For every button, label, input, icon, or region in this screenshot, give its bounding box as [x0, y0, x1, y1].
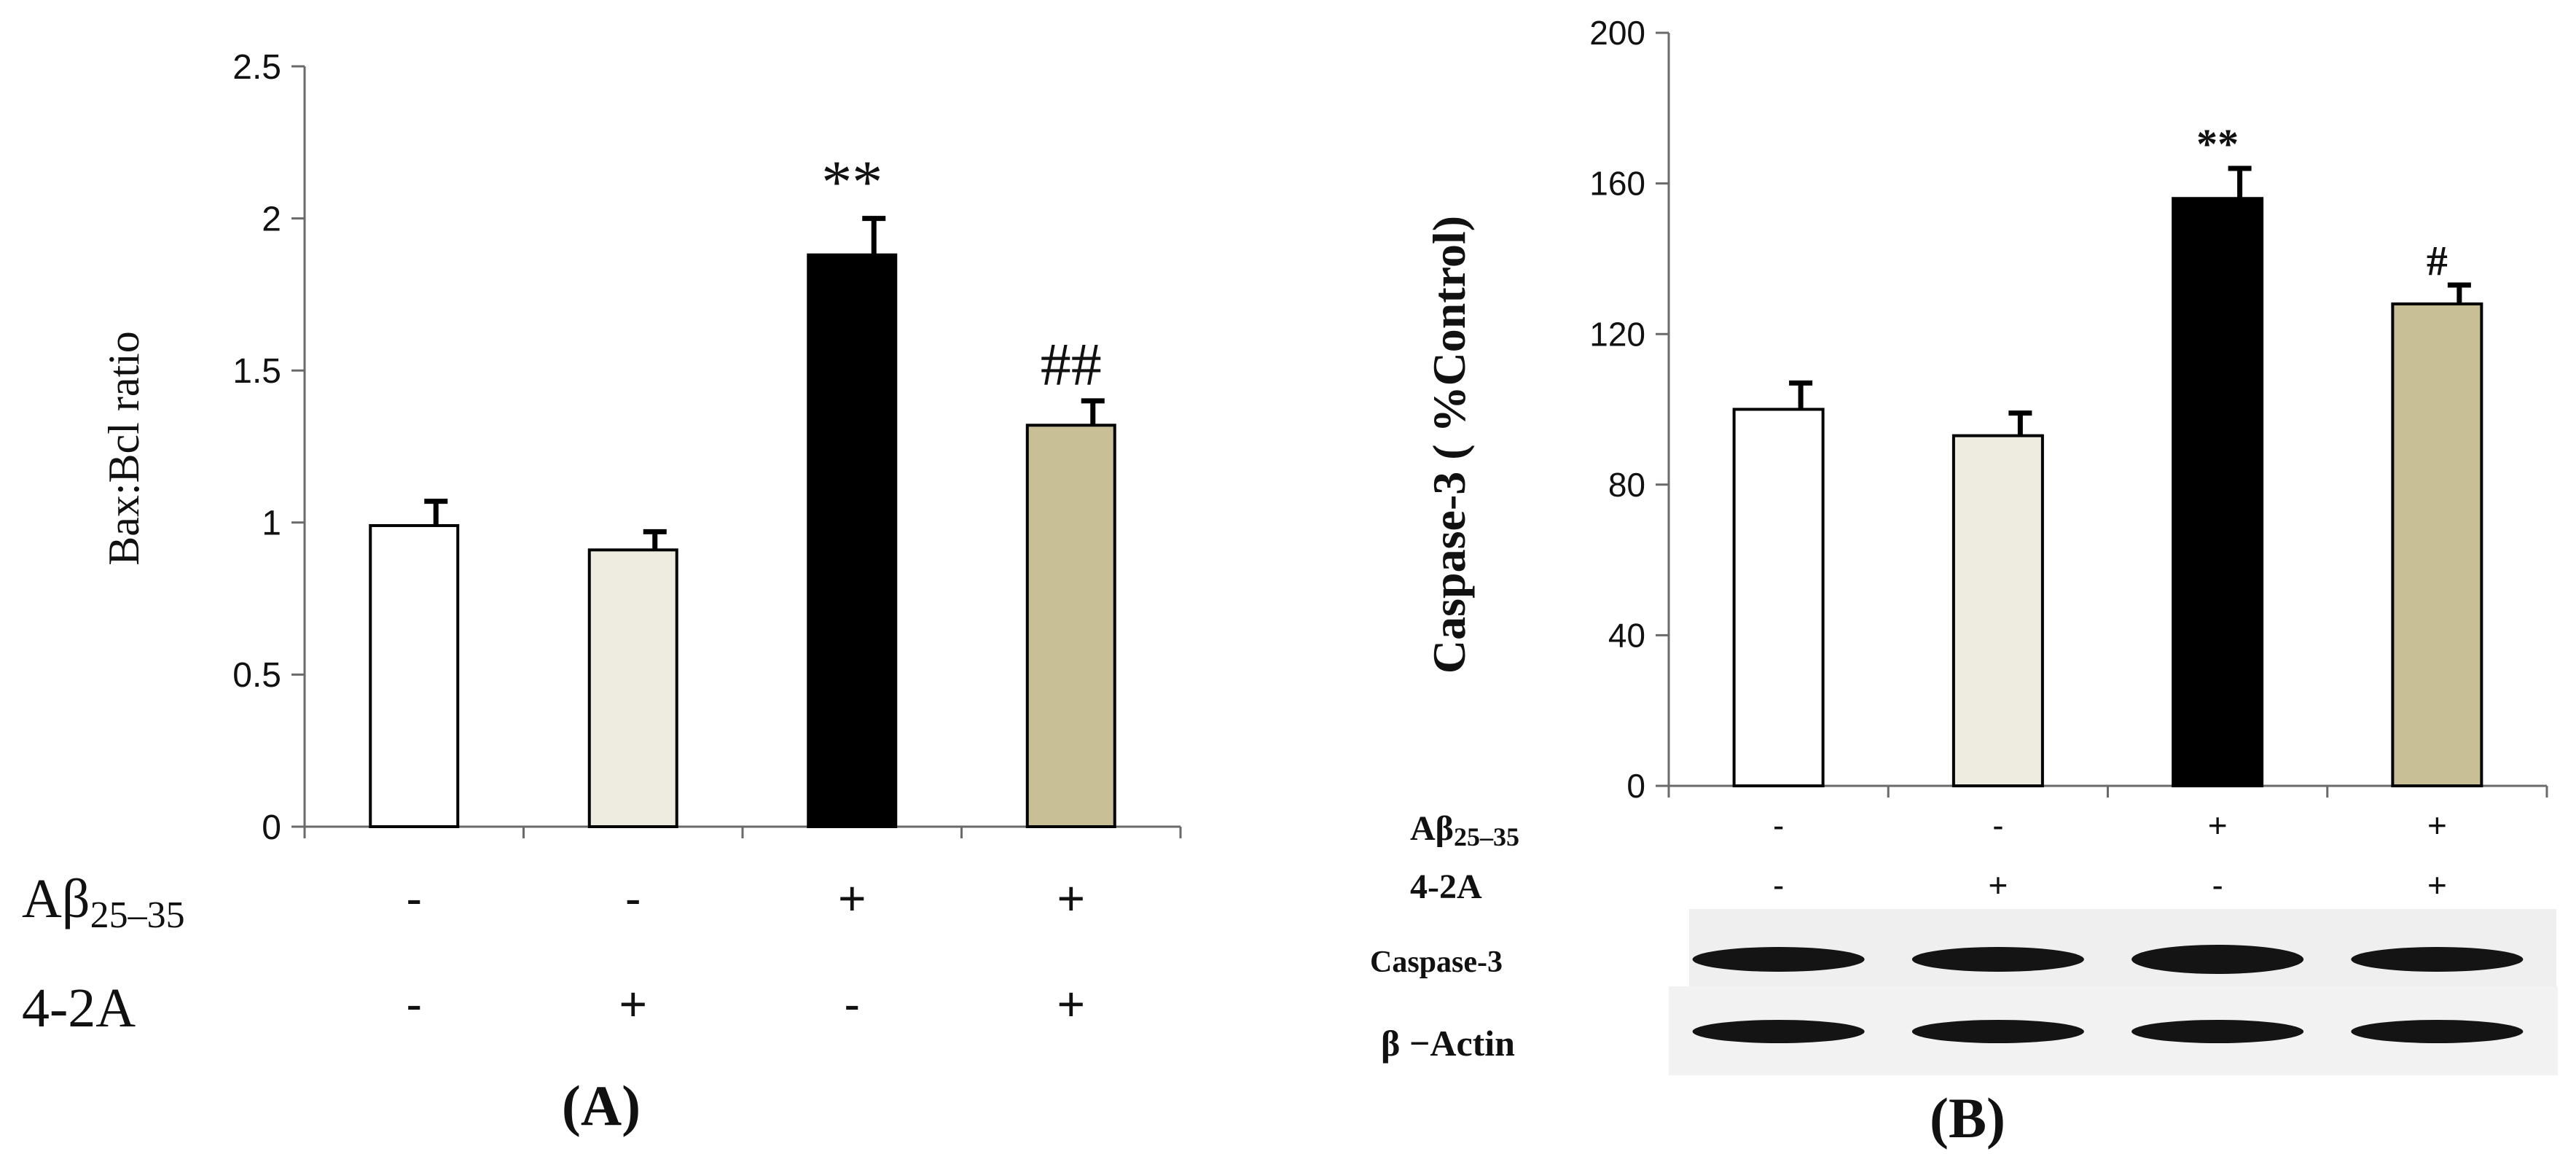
b-bar: [2391, 302, 2483, 787]
b-bar: [1951, 434, 2044, 788]
b-drug-sign: +: [1988, 866, 2008, 904]
panel-a-y-axis-label: Bax:Bcl ratio: [100, 331, 148, 566]
a-bar-group: [369, 499, 460, 828]
a-drug-sign: -: [406, 977, 422, 1031]
panel-b-y-axis-label: Caspase-3 ( %Control): [1423, 216, 1475, 674]
panel-a-chart: 00.511.522.5 **## Bax:Bcl ratio Aβ25–35 …: [22, 48, 1182, 1137]
b-significance-marker: #: [2427, 237, 2448, 284]
b-drug-sign: -: [2212, 866, 2223, 904]
a-y-tick-label: 2.5: [232, 48, 281, 87]
b-abeta-sign: -: [1992, 806, 2003, 844]
panel-b-label: (B): [1930, 1086, 2005, 1150]
a-abeta-sign: -: [625, 871, 641, 925]
b-abeta-sign: -: [1773, 806, 1784, 844]
panel-a-label: (A): [562, 1074, 641, 1137]
a-drug-sign: +: [1057, 977, 1085, 1031]
blot-band-beta-actin: [1692, 1020, 1865, 1043]
a-y-tick-label: 0.5: [232, 656, 281, 695]
a-y-tick-label: 1: [262, 504, 281, 543]
b-significance-marker: **: [2196, 120, 2239, 168]
b-drug-sign: -: [1773, 866, 1784, 904]
blot-band-beta-actin: [1911, 1020, 2084, 1043]
blot-band-beta-actin: [2351, 1020, 2524, 1043]
blot-band-beta-actin: [2131, 1020, 2304, 1043]
panel-b-chart: 0 40 80 120 160 200 ** # Caspase-3 ( %Control)…: [1370, 14, 2558, 1150]
a-abeta-sign: +: [838, 871, 866, 925]
a-abeta-sign: -: [406, 871, 422, 925]
a-y-tick-label: 2: [262, 200, 281, 238]
b-abeta-sign: +: [2208, 806, 2228, 844]
b-y-tick-label: 120: [1589, 315, 1645, 353]
a-bar: [1025, 424, 1116, 828]
b-abeta-sign: +: [2427, 806, 2447, 844]
b-bar-group: #: [2391, 237, 2483, 787]
blot-label-caspase-3: Caspase-3: [1370, 946, 1503, 979]
b-y-tick-label: 160: [1589, 165, 1645, 203]
a-bar: [807, 253, 898, 828]
a-significance-marker: **: [821, 149, 882, 217]
b-y-tick-label: 40: [1608, 617, 1645, 655]
a-drug-sign: +: [619, 977, 647, 1031]
a-bar-group: **: [807, 149, 898, 828]
a-abeta-sign: +: [1057, 871, 1085, 925]
a-bar: [587, 548, 678, 829]
panel-a-drug-row-label: 4-2A: [22, 978, 136, 1039]
a-bar: [369, 523, 460, 828]
a-significance-marker: ##: [1041, 331, 1102, 399]
panel-a-abeta-row-label: Aβ25–35: [22, 868, 185, 936]
blot-band-caspase-3: [2351, 947, 2524, 972]
b-bar: [2172, 197, 2264, 787]
a-bar-group: [587, 529, 678, 829]
panel-b-abeta-row-label: Aβ25–35: [1410, 809, 1519, 851]
blot-label-beta-actin: β −Actin: [1381, 1023, 1515, 1064]
b-y-tick-label: 200: [1589, 14, 1645, 52]
western-blot: Caspase-3 β −Actin: [1370, 909, 2558, 1075]
b-bar-group: **: [2172, 120, 2264, 787]
a-y-tick-label: 1.5: [232, 352, 281, 391]
blot-band-caspase-3: [1911, 947, 2084, 972]
b-y-tick-label: 80: [1608, 466, 1645, 504]
panel-b-drug-row-label: 4-2A: [1410, 868, 1482, 906]
b-bar-group: [1732, 380, 1825, 787]
b-bar-group: [1951, 410, 2044, 788]
b-drug-sign: +: [2427, 866, 2447, 904]
a-drug-sign: -: [844, 977, 860, 1031]
b-bar: [1732, 408, 1825, 787]
blot-band-caspase-3: [2131, 945, 2304, 974]
a-y-tick-label: 0: [262, 808, 281, 847]
b-y-tick-label: 0: [1626, 767, 1645, 805]
a-bar-group: ##: [1025, 331, 1116, 828]
blot-band-caspase-3: [1692, 947, 1865, 972]
